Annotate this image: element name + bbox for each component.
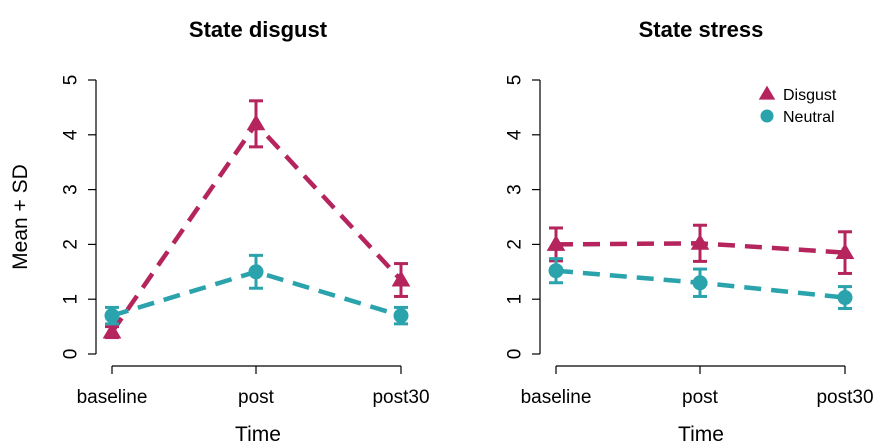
panel-state-stress: State stress Time 0 1 2 3 4 5 baseline post post…	[505, 17, 874, 446]
data-point-neutral	[248, 264, 264, 280]
panel-title: State disgust	[189, 17, 328, 42]
y-tick-label: 4	[61, 129, 82, 140]
legend-neutral-label: Neutral	[783, 109, 835, 126]
y-tick-label: 5	[505, 75, 526, 86]
data-point-disgust	[690, 233, 710, 250]
y-axis-label: Mean + SD	[9, 164, 32, 270]
y-tick-label: 1	[61, 294, 82, 305]
legend-disgust-label: Disgust	[783, 87, 837, 104]
data-point-neutral	[837, 290, 853, 306]
data-point-disgust	[391, 270, 411, 287]
panel-title: State stress	[639, 17, 764, 42]
x-tick-label: post30	[816, 387, 873, 408]
x-tick-label: baseline	[521, 387, 592, 408]
y-tick-label: 3	[61, 184, 82, 195]
y-tick-label: 3	[505, 184, 526, 195]
data-point-neutral	[692, 275, 708, 291]
plot-area: 0 1 2 3 4 5 baseline post post30	[505, 75, 874, 408]
data-point-disgust	[246, 114, 266, 131]
x-tick-label: baseline	[77, 387, 148, 408]
legend: Disgust Neutral	[758, 85, 837, 126]
plot-area: 0 1 2 3 4 5 baseline post post30	[61, 75, 430, 408]
y-tick-label: 0	[505, 349, 526, 360]
y-tick-label: 0	[61, 349, 82, 360]
data-point-neutral	[548, 263, 564, 279]
y-tick-label: 1	[505, 294, 526, 305]
x-axis-label: Time	[235, 423, 281, 446]
legend-disgust-triangle-icon	[758, 85, 776, 100]
data-point-neutral	[104, 308, 120, 324]
y-tick-label: 2	[505, 239, 526, 250]
data-point-disgust	[546, 234, 566, 251]
y-tick-label: 5	[61, 75, 82, 86]
y-tick-label: 2	[61, 239, 82, 250]
x-tick-label: post	[238, 387, 275, 408]
x-axis-label: Time	[678, 423, 724, 446]
data-point-disgust	[835, 243, 855, 260]
panel-state-disgust: State disgust Time 0 1 2 3 4 5 baseline post pos…	[61, 17, 430, 446]
y-tick-label: 4	[505, 129, 526, 140]
x-tick-label: post30	[372, 387, 429, 408]
legend-neutral-circle-icon	[760, 109, 774, 123]
data-point-neutral	[393, 308, 409, 324]
x-tick-label: post	[682, 387, 719, 408]
data-point-disgust	[102, 322, 122, 339]
